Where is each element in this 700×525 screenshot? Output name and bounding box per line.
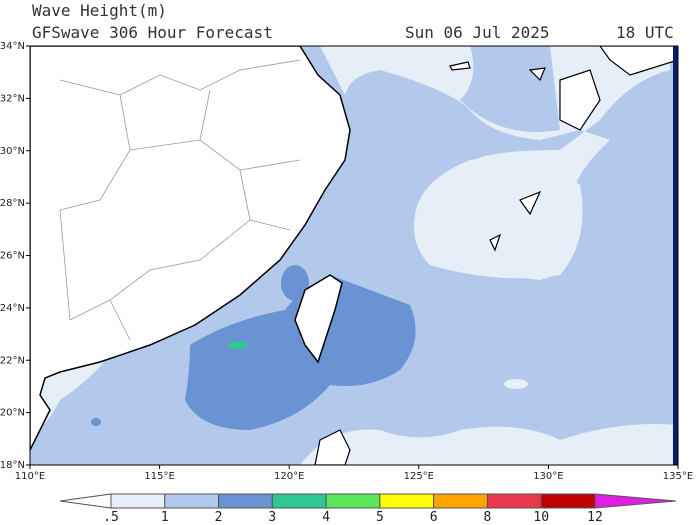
colorbar-box	[164, 493, 220, 509]
colorbar-box	[110, 493, 166, 509]
lat-label: 34°N	[0, 41, 25, 52]
lat-label: 22°N	[0, 355, 25, 366]
luzon	[314, 429, 351, 465]
taiwan	[294, 274, 343, 364]
dark-region	[281, 265, 309, 301]
colorbar-box	[433, 493, 488, 509]
teal-patch	[228, 341, 248, 349]
lon-label: 115°E	[144, 471, 174, 482]
kyushu	[559, 69, 601, 131]
edge	[673, 46, 678, 465]
light-region	[300, 424, 678, 465]
colorbar-label: 8	[484, 510, 492, 525]
colorbar-box	[379, 493, 435, 509]
map	[30, 46, 678, 465]
subtitle: GFSwave 306 Hour Forecast	[32, 23, 273, 42]
province-borders	[59, 59, 301, 341]
colorbar-label: 6	[430, 510, 438, 525]
mainland	[30, 46, 351, 451]
lon-label: 120°E	[274, 471, 304, 482]
lat-label: 30°N	[0, 146, 25, 157]
islands	[449, 61, 546, 252]
colorbar-box	[540, 493, 596, 509]
light-patch	[504, 379, 528, 389]
lat-label: 26°N	[0, 251, 25, 262]
colorbar-high	[594, 493, 677, 509]
colorbar-box	[486, 493, 542, 509]
lon-label: 110°E	[15, 471, 45, 482]
colorbar-box	[218, 493, 273, 509]
colorbar-label: 5	[376, 510, 384, 525]
date: Sun 06 Jul 2025	[405, 23, 550, 42]
time: 18 UTC	[616, 23, 674, 42]
lon-label: 125°E	[404, 471, 434, 482]
colorbar-label: .5	[103, 510, 119, 525]
lon-label: 135°E	[663, 471, 693, 482]
colorbar: .5 1 2 3 4 5 6 8 10 12	[59, 493, 677, 525]
lat-label: 28°N	[0, 198, 25, 209]
lat-label: 24°N	[0, 303, 25, 314]
lon-label: 130°E	[533, 471, 563, 482]
light-region	[414, 157, 583, 279]
colorbar-label: 12	[587, 510, 603, 525]
lat-label: 20°N	[0, 408, 25, 419]
colorbar-label: 10	[533, 510, 549, 525]
colorbar-box	[271, 493, 327, 509]
lat-label: 32°N	[0, 93, 25, 104]
colorbar-label: 2	[215, 510, 223, 525]
dark-region	[185, 275, 416, 430]
lat-label: 18°N	[0, 460, 25, 471]
colorbar-label: 4	[322, 510, 330, 525]
title: Wave Height(m)	[32, 1, 167, 20]
dark-patch	[91, 418, 101, 426]
colorbar-label: 1	[161, 510, 169, 525]
colorbar-low	[59, 493, 112, 509]
japan	[599, 46, 678, 76]
colorbar-box	[325, 493, 381, 509]
colorbar-label: 3	[268, 510, 276, 525]
ticks: 34°N 32°N 30°N 28°N 26°N 24°N 22°N 20°N 18°N110°…	[0, 41, 693, 482]
